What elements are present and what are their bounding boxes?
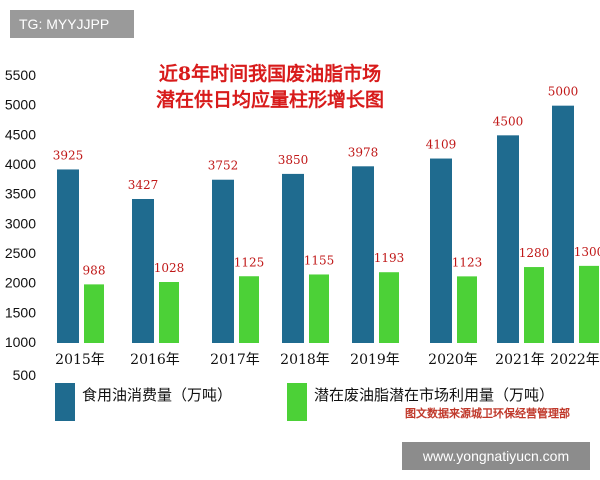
bar-utilization	[379, 272, 399, 343]
bar-consumption	[57, 169, 79, 343]
bar-consumption	[132, 198, 154, 343]
x-tick-label: 2017年	[210, 352, 260, 368]
x-tick-label: 2021年	[495, 352, 545, 368]
legend-label-consumption: 食用油消费量（万吨）	[82, 386, 232, 404]
x-tick-label: 2019年	[350, 352, 400, 368]
x-axis: 2015年 2016年 2017年 2018年 2019年 2020年 2021年 2022年	[55, 352, 600, 368]
watermark-url: www.yongnatiyucn.com	[402, 442, 590, 470]
bar-consumption	[430, 158, 452, 343]
legend-swatch-utilization	[287, 383, 307, 421]
y-tick-label: 2500	[5, 245, 36, 261]
x-tick-label: 2018年	[280, 352, 330, 368]
y-tick-label: 5500	[5, 67, 36, 83]
value-label-utilization: 1155	[304, 253, 335, 267]
y-tick-label: 1500	[5, 304, 36, 320]
value-label-consumption: 3850	[278, 153, 309, 167]
bar-utilization	[579, 265, 599, 343]
bar-consumption	[352, 166, 374, 343]
value-label-consumption: 3752	[208, 159, 239, 173]
value-label-utilization: 1028	[154, 261, 185, 275]
y-axis: 5500 5000 4500 4000 3500 3000 2500 2000 1500 1000…	[5, 67, 36, 383]
value-label-utilization: 1125	[234, 255, 265, 269]
value-label-consumption: 4109	[426, 138, 457, 152]
value-label-utilization: 1123	[452, 255, 483, 269]
bar-utilization	[309, 274, 329, 343]
bar-utilization	[159, 282, 179, 343]
value-label-utilization: 1193	[374, 251, 405, 265]
y-tick-label: 3000	[5, 215, 36, 231]
bar-consumption	[212, 179, 234, 343]
bar-utilization	[239, 276, 259, 343]
y-tick-label: 4500	[5, 126, 36, 142]
y-tick-label: 3500	[5, 186, 36, 202]
tg-badge: TG: MYYJJPP	[10, 10, 134, 38]
legend-swatch-consumption	[55, 383, 75, 421]
chart-title: 近8年时间我国废油脂市场	[159, 62, 381, 85]
value-label-consumption: 5000	[548, 85, 579, 99]
chart-subtitle: 潜在供日均应量柱形增长图	[156, 88, 384, 111]
y-tick-label: 5000	[5, 97, 36, 113]
source-note: 图文数据来源城卫环保经营管理部	[405, 406, 570, 420]
value-labels: 3925 988 3427 1028 3752 1125 3850 1155 3978 1193 4…	[53, 85, 600, 278]
bar-consumption	[497, 135, 519, 343]
y-tick-label: 500	[13, 367, 37, 383]
value-label-utilization: 988	[83, 263, 106, 277]
bar-utilization	[457, 276, 477, 343]
value-label-consumption: 3978	[348, 145, 379, 159]
y-tick-label: 2000	[5, 275, 36, 291]
value-label-consumption: 3925	[53, 148, 84, 162]
y-tick-label: 4000	[5, 156, 36, 172]
value-label-utilization: 1300	[574, 245, 600, 259]
bar-utilization	[84, 284, 104, 343]
x-tick-label: 2015年	[55, 352, 105, 368]
value-label-consumption: 4500	[493, 114, 524, 128]
value-label-consumption: 3427	[128, 178, 159, 192]
x-tick-label: 2022年	[550, 352, 600, 368]
legend-label-utilization: 潜在废油脂潜在市场利用量（万吨）	[314, 386, 554, 404]
bars	[57, 105, 599, 344]
value-label-utilization: 1280	[519, 246, 550, 260]
bar-consumption	[552, 105, 574, 344]
bar-utilization	[524, 267, 544, 343]
y-tick-label: 1000	[5, 334, 36, 350]
bar-consumption	[282, 173, 304, 343]
x-tick-label: 2020年	[428, 352, 478, 368]
x-tick-label: 2016年	[130, 352, 180, 368]
legend: 食用油消费量（万吨） 潜在废油脂潜在市场利用量（万吨） 图文数据来源城卫环保经营…	[55, 383, 570, 421]
